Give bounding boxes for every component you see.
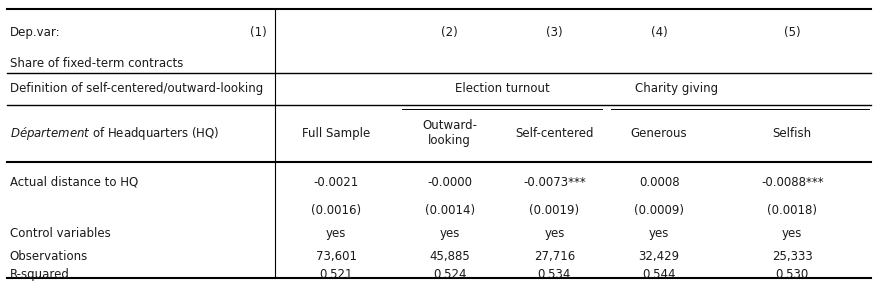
Text: Election turnout: Election turnout [455, 82, 549, 96]
Text: Generous: Generous [631, 127, 687, 140]
Text: (0.0014): (0.0014) [424, 204, 475, 218]
Text: yes: yes [649, 227, 670, 241]
Text: yes: yes [544, 227, 565, 241]
Text: 45,885: 45,885 [430, 250, 470, 263]
Text: -0.0073***: -0.0073*** [523, 176, 586, 189]
Text: Full Sample: Full Sample [302, 127, 370, 140]
Text: (4): (4) [650, 26, 668, 39]
Text: 0.521: 0.521 [320, 267, 353, 281]
Text: 0.544: 0.544 [643, 267, 676, 281]
Text: Actual distance to HQ: Actual distance to HQ [10, 176, 138, 189]
Text: (2): (2) [441, 26, 458, 39]
Text: -0.0021: -0.0021 [313, 176, 359, 189]
Text: Charity giving: Charity giving [635, 82, 718, 96]
Text: 0.534: 0.534 [538, 267, 571, 281]
Text: -0.0088***: -0.0088*** [761, 176, 823, 189]
Text: $\it{Département}$ of Headquarters (HQ): $\it{Département}$ of Headquarters (HQ) [10, 125, 219, 142]
Text: Selfish: Selfish [773, 127, 812, 140]
Text: 73,601: 73,601 [316, 250, 356, 263]
Text: (1): (1) [250, 26, 266, 39]
Text: (0.0016): (0.0016) [311, 204, 361, 218]
Text: yes: yes [782, 227, 802, 241]
Text: (5): (5) [784, 26, 801, 39]
Text: (0.0019): (0.0019) [529, 204, 580, 218]
Text: Outward-
looking: Outward- looking [422, 119, 478, 148]
Text: Self-centered: Self-centered [515, 127, 594, 140]
Text: 25,333: 25,333 [772, 250, 813, 263]
Text: 27,716: 27,716 [533, 250, 575, 263]
Text: 0.0008: 0.0008 [639, 176, 679, 189]
Text: (3): (3) [546, 26, 563, 39]
Text: Control variables: Control variables [10, 227, 110, 241]
Text: yes: yes [326, 227, 347, 241]
Text: 0.530: 0.530 [775, 267, 809, 281]
Text: R-squared: R-squared [10, 267, 70, 281]
Text: (0.0018): (0.0018) [767, 204, 817, 218]
Text: Observations: Observations [10, 250, 88, 263]
Text: (0.0009): (0.0009) [634, 204, 684, 218]
Text: yes: yes [439, 227, 460, 241]
Text: -0.0000: -0.0000 [427, 176, 472, 189]
Text: Dep.var:: Dep.var: [10, 26, 60, 39]
Text: Definition of self-centered/outward-looking: Definition of self-centered/outward-look… [10, 82, 263, 96]
Text: 0.524: 0.524 [433, 267, 466, 281]
Text: Share of fixed-term contracts: Share of fixed-term contracts [10, 57, 183, 70]
Text: 32,429: 32,429 [638, 250, 680, 263]
